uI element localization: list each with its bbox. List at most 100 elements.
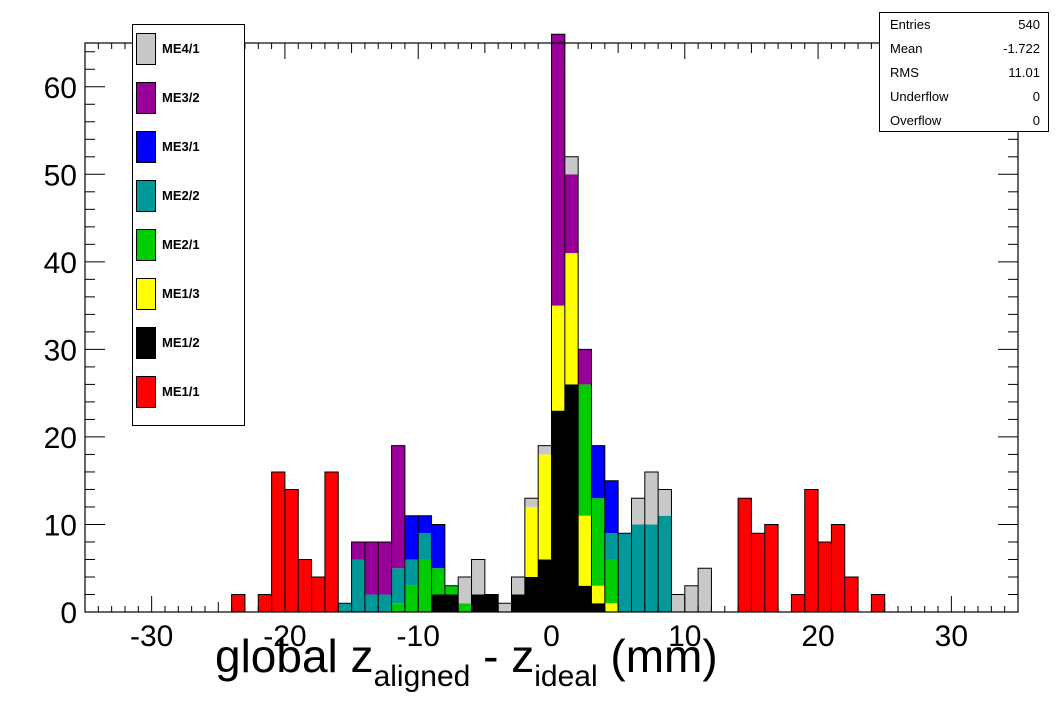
histogram-bar: [471, 559, 485, 595]
histogram-bar: [591, 603, 605, 612]
legend-label: ME2/1: [162, 237, 200, 252]
histogram-bar: [578, 384, 592, 516]
histogram-bar: [418, 533, 432, 560]
legend-label: ME3/2: [162, 90, 200, 105]
histogram-bar: [404, 585, 419, 612]
legend-swatch: [136, 376, 156, 408]
histogram-bars: [231, 33, 886, 612]
histogram-bar: [764, 524, 779, 612]
histogram-bar: [551, 305, 565, 411]
histogram-bar: [364, 594, 379, 612]
y-tick-label: 60: [44, 72, 77, 105]
stats-row-rms: RMS 11.01: [880, 61, 1048, 85]
histogram-bar: [631, 524, 645, 612]
histogram-bar: [351, 541, 365, 560]
histogram-bar: [364, 541, 379, 595]
histogram-bar: [511, 576, 525, 595]
stats-label: Entries: [890, 17, 931, 32]
histogram-bar: [751, 533, 765, 612]
stats-row-mean: Mean -1.722: [880, 37, 1048, 61]
histogram-bar: [631, 498, 645, 525]
histogram-bar: [444, 585, 459, 595]
legend-label: ME2/2: [162, 188, 200, 203]
histogram-bar: [458, 603, 472, 612]
legend-entry: ME3/2: [133, 74, 244, 123]
x-axis-title-main: - z: [470, 630, 535, 682]
histogram-bar: [551, 410, 565, 612]
histogram-bar: [524, 576, 539, 612]
histogram-bar: [284, 489, 299, 612]
histogram-bar: [431, 594, 445, 612]
histogram-bar: [591, 585, 605, 604]
histogram-bar: [391, 445, 405, 569]
histogram-bar: [604, 480, 619, 534]
histogram-bar: [564, 253, 579, 385]
x-tick-label: 30: [935, 620, 968, 653]
histogram-bar: [698, 568, 712, 612]
histogram-bar: [431, 568, 445, 595]
legend-label: ME1/1: [162, 384, 200, 399]
x-tick-label: -20: [263, 620, 306, 653]
stats-row-underflow: Underflow 0: [880, 85, 1048, 109]
legend: ME4/1 ME3/2 ME3/1 ME2/2 ME2/1 ME1/3 ME1/…: [132, 24, 245, 426]
histogram-bar: [271, 471, 285, 612]
histogram-bar: [578, 349, 592, 385]
histogram-bar: [604, 533, 619, 560]
axis-tick-labels: -30 -20 -10 0 10 20 30 0 10 20 30 40 50 60: [44, 72, 968, 653]
legend-swatch: [136, 33, 156, 65]
x-tick-label: 0: [543, 620, 560, 653]
histogram-bar: [658, 489, 672, 516]
legend-label: ME1/2: [162, 335, 200, 350]
legend-label: ME3/1: [162, 139, 200, 154]
legend-entry: ME1/1: [133, 368, 244, 417]
histogram-bar: [644, 471, 659, 525]
legend-label: ME4/1: [162, 41, 200, 56]
stats-value: -1.722: [1003, 41, 1040, 56]
histogram-bar: [871, 594, 885, 612]
histogram-bar: [338, 603, 352, 612]
y-tick-label: 20: [44, 422, 77, 455]
y-tick-label: 50: [44, 159, 77, 192]
histogram-bar: [524, 506, 539, 577]
legend-swatch: [136, 327, 156, 359]
histogram-bar: [444, 594, 459, 612]
histogram-bar: [738, 498, 752, 612]
stats-label: Mean: [890, 41, 923, 56]
histogram-bar: [844, 576, 859, 612]
histogram-bar: [471, 594, 485, 612]
stats-value: 540: [1018, 17, 1040, 32]
histogram-bar: [644, 524, 659, 612]
histogram-bar: [804, 489, 819, 612]
legend-entry: ME2/2: [133, 172, 244, 221]
x-axis-title: global zaligned - zideal (mm): [215, 630, 718, 692]
histogram-bar: [551, 34, 565, 306]
histogram-bar: [458, 576, 472, 604]
legend-entry: ME1/2: [133, 319, 244, 368]
histogram-bar: [498, 603, 512, 612]
x-axis-title-main: global z: [215, 630, 374, 682]
x-tick-label: -30: [130, 620, 173, 653]
histogram-bar: [258, 594, 272, 612]
histogram-bar: [378, 541, 392, 595]
histogram-bar: [404, 559, 419, 586]
legend-entry: ME1/3: [133, 270, 244, 319]
histogram-bar: [831, 524, 845, 612]
histogram-bar: [511, 594, 525, 612]
histogram-bar: [404, 515, 419, 560]
stats-label: RMS: [890, 65, 919, 80]
legend-entry: ME4/1: [133, 25, 244, 74]
stats-value: 0: [1032, 89, 1040, 104]
histogram-bar: [378, 594, 392, 612]
histogram-bar: [484, 594, 499, 612]
legend-label: ME1/3: [162, 286, 200, 301]
histogram-bar: [684, 585, 699, 612]
legend-swatch: [136, 82, 156, 114]
stats-label: Underflow: [890, 89, 949, 104]
histogram-bar: [591, 498, 605, 586]
histogram-bar: [538, 559, 552, 612]
legend-entry: ME3/1: [133, 123, 244, 172]
histogram-bar: [818, 541, 832, 612]
stats-row-overflow: Overflow 0: [880, 109, 1048, 133]
y-tick-label: 0: [60, 597, 77, 630]
